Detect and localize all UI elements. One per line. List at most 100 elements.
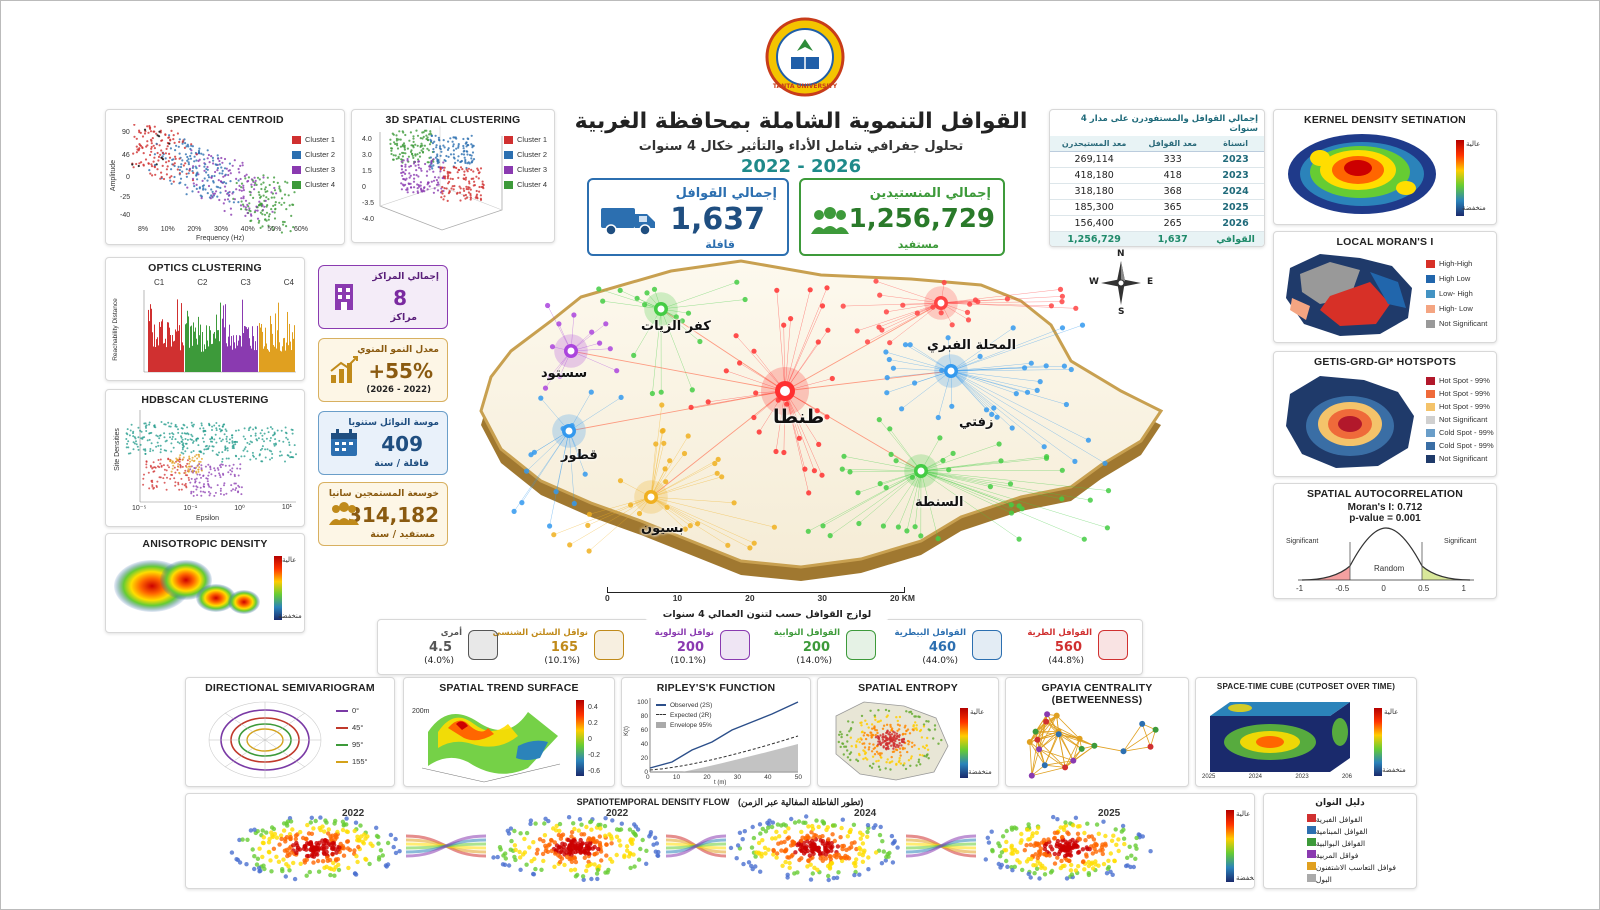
point-mark xyxy=(281,220,285,223)
edge-mark xyxy=(726,370,786,392)
bar-mark xyxy=(169,327,170,372)
point-mark xyxy=(614,834,620,839)
point-mark xyxy=(472,170,475,173)
point-mark xyxy=(400,168,404,171)
point-mark xyxy=(591,837,596,842)
point-mark xyxy=(756,840,762,846)
point-mark xyxy=(888,731,892,734)
point-mark xyxy=(804,814,809,819)
category-value: 200 xyxy=(676,640,704,655)
point-mark xyxy=(751,348,757,354)
point-mark xyxy=(884,767,887,770)
edge-mark xyxy=(920,470,991,487)
point-mark xyxy=(170,470,173,473)
point-mark xyxy=(280,454,283,457)
point-mark xyxy=(481,183,484,186)
table-cell: 265 xyxy=(1138,215,1208,232)
point-mark xyxy=(1010,868,1015,873)
point-mark xyxy=(879,754,882,757)
point-mark xyxy=(1024,843,1029,848)
point-mark xyxy=(472,144,475,147)
point-mark xyxy=(391,132,394,135)
point-mark xyxy=(549,848,554,854)
point-mark xyxy=(742,829,747,834)
low-label: منخفضة xyxy=(278,612,302,620)
point-mark xyxy=(157,155,161,158)
point-mark xyxy=(242,184,245,187)
point-mark xyxy=(875,750,879,753)
point-mark xyxy=(887,709,891,713)
point-mark xyxy=(422,135,425,138)
point-mark xyxy=(263,432,266,435)
point-mark xyxy=(571,312,577,318)
point-mark xyxy=(203,165,206,168)
point-mark xyxy=(466,196,469,199)
point-mark xyxy=(242,449,245,452)
point-mark xyxy=(418,155,422,158)
point-mark xyxy=(196,494,199,497)
point-mark xyxy=(1105,866,1111,871)
growth-chart-icon xyxy=(330,356,358,383)
point-mark xyxy=(465,141,468,144)
bar-mark xyxy=(213,333,214,372)
point-mark xyxy=(290,428,293,431)
point-mark xyxy=(200,422,203,425)
point-mark xyxy=(1052,836,1057,841)
category-pct: (10.1%) xyxy=(544,656,580,666)
bar-mark xyxy=(189,347,190,372)
point-mark xyxy=(890,755,893,759)
point-mark xyxy=(1087,497,1093,503)
point-mark xyxy=(829,860,835,866)
point-mark xyxy=(178,140,181,144)
point-mark xyxy=(217,468,220,471)
point-mark xyxy=(866,758,869,761)
compass-s: S xyxy=(1118,307,1125,317)
year-range: 2022 - 2026 xyxy=(740,156,862,177)
point-mark xyxy=(886,356,892,363)
bar-mark xyxy=(242,299,243,372)
point-mark xyxy=(141,436,144,439)
point-mark xyxy=(421,150,425,153)
point-mark xyxy=(279,450,282,453)
point-mark xyxy=(307,869,312,875)
table-cell: 1,256,729 xyxy=(1050,231,1139,246)
point-mark xyxy=(617,287,623,293)
point-mark xyxy=(1043,455,1050,461)
point-mark xyxy=(237,429,240,432)
point-mark xyxy=(838,733,841,736)
edge-mark xyxy=(950,370,1017,394)
point-mark xyxy=(846,749,849,752)
point-mark xyxy=(472,158,476,161)
point-mark xyxy=(877,481,883,487)
point-mark xyxy=(204,430,207,433)
point-mark xyxy=(321,846,326,851)
point-mark xyxy=(274,854,279,859)
point-mark xyxy=(462,177,465,180)
point-mark xyxy=(651,842,656,847)
edge-mark xyxy=(1044,764,1066,768)
point-mark xyxy=(664,504,670,510)
point-mark xyxy=(464,176,468,179)
point-mark xyxy=(773,448,779,455)
category-card: نواقل السلتن الشنسى 165 (10.1%) xyxy=(493,624,630,670)
point-mark xyxy=(260,840,266,845)
point-mark xyxy=(863,750,866,753)
edge-mark xyxy=(784,305,823,392)
point-mark xyxy=(149,130,153,133)
table-cell: 1,637 xyxy=(1138,231,1208,246)
point-mark xyxy=(416,134,420,137)
edge-mark xyxy=(1038,748,1074,761)
edge-mark xyxy=(1029,741,1046,766)
point-mark xyxy=(796,819,802,824)
point-mark xyxy=(397,849,402,854)
point-mark xyxy=(154,173,157,176)
point-mark xyxy=(280,868,285,874)
density-flow-chart xyxy=(229,814,1153,883)
point-mark xyxy=(636,857,642,862)
legend-label: Cluster 4 xyxy=(517,180,548,189)
bar-mark xyxy=(212,343,213,372)
category-pct: (10.1%) xyxy=(670,656,706,666)
bar-mark xyxy=(191,325,192,372)
summary-table-title: إجمالي القوافل والمستفودرن على مدار 4 سن… xyxy=(1080,114,1258,134)
point-mark xyxy=(432,164,435,167)
